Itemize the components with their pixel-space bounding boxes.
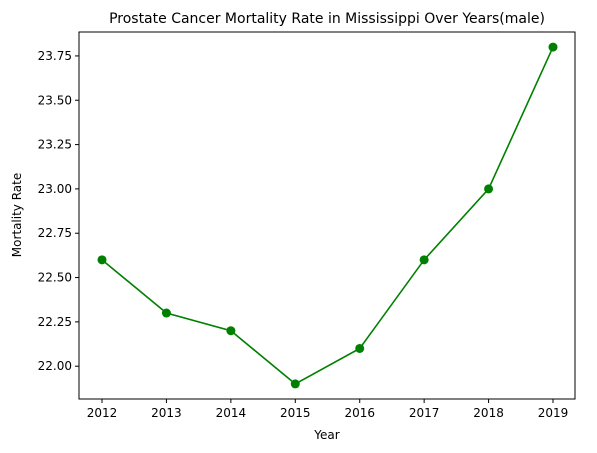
y-tick-label: 22.00	[38, 359, 72, 373]
x-tick-label: 2018	[473, 406, 504, 420]
y-tick-label: 22.50	[38, 271, 72, 285]
data-point	[484, 184, 494, 194]
x-tick-label: 2019	[538, 406, 569, 420]
y-tick-label: 22.25	[38, 315, 72, 329]
data-point	[548, 42, 558, 52]
y-tick-label: 23.75	[38, 49, 72, 63]
y-tick-label: 22.75	[38, 226, 72, 240]
x-tick-label: 2013	[151, 406, 182, 420]
data-point	[97, 255, 107, 265]
data-point	[355, 343, 365, 353]
y-tick-label: 23.25	[38, 138, 72, 152]
data-point	[226, 326, 236, 336]
y-axis-label: Mortality Rate	[10, 173, 24, 258]
x-tick-label: 2016	[344, 406, 375, 420]
x-tick-label: 2015	[280, 406, 311, 420]
x-tick-label: 2012	[87, 406, 118, 420]
plot-area-frame	[78, 31, 576, 400]
x-axis-label: Year	[313, 428, 339, 442]
x-tick-label: 2014	[216, 406, 247, 420]
y-tick-label: 23.00	[38, 182, 72, 196]
data-point	[161, 308, 171, 318]
x-tick-label: 2017	[409, 406, 440, 420]
chart-title: Prostate Cancer Mortality Rate in Missis…	[109, 11, 545, 27]
series-line	[101, 46, 554, 385]
y-tick-label: 23.50	[38, 93, 72, 107]
series-layer	[97, 42, 558, 389]
y-axis: 22.00 22.25 22.50 22.75 23.00 23.25 23.50 23.75	[38, 49, 79, 373]
data-point	[419, 255, 429, 265]
data-point	[290, 379, 300, 389]
x-axis: 2012 2013 2014 2015 2016 2017 2018 2019	[87, 399, 569, 420]
